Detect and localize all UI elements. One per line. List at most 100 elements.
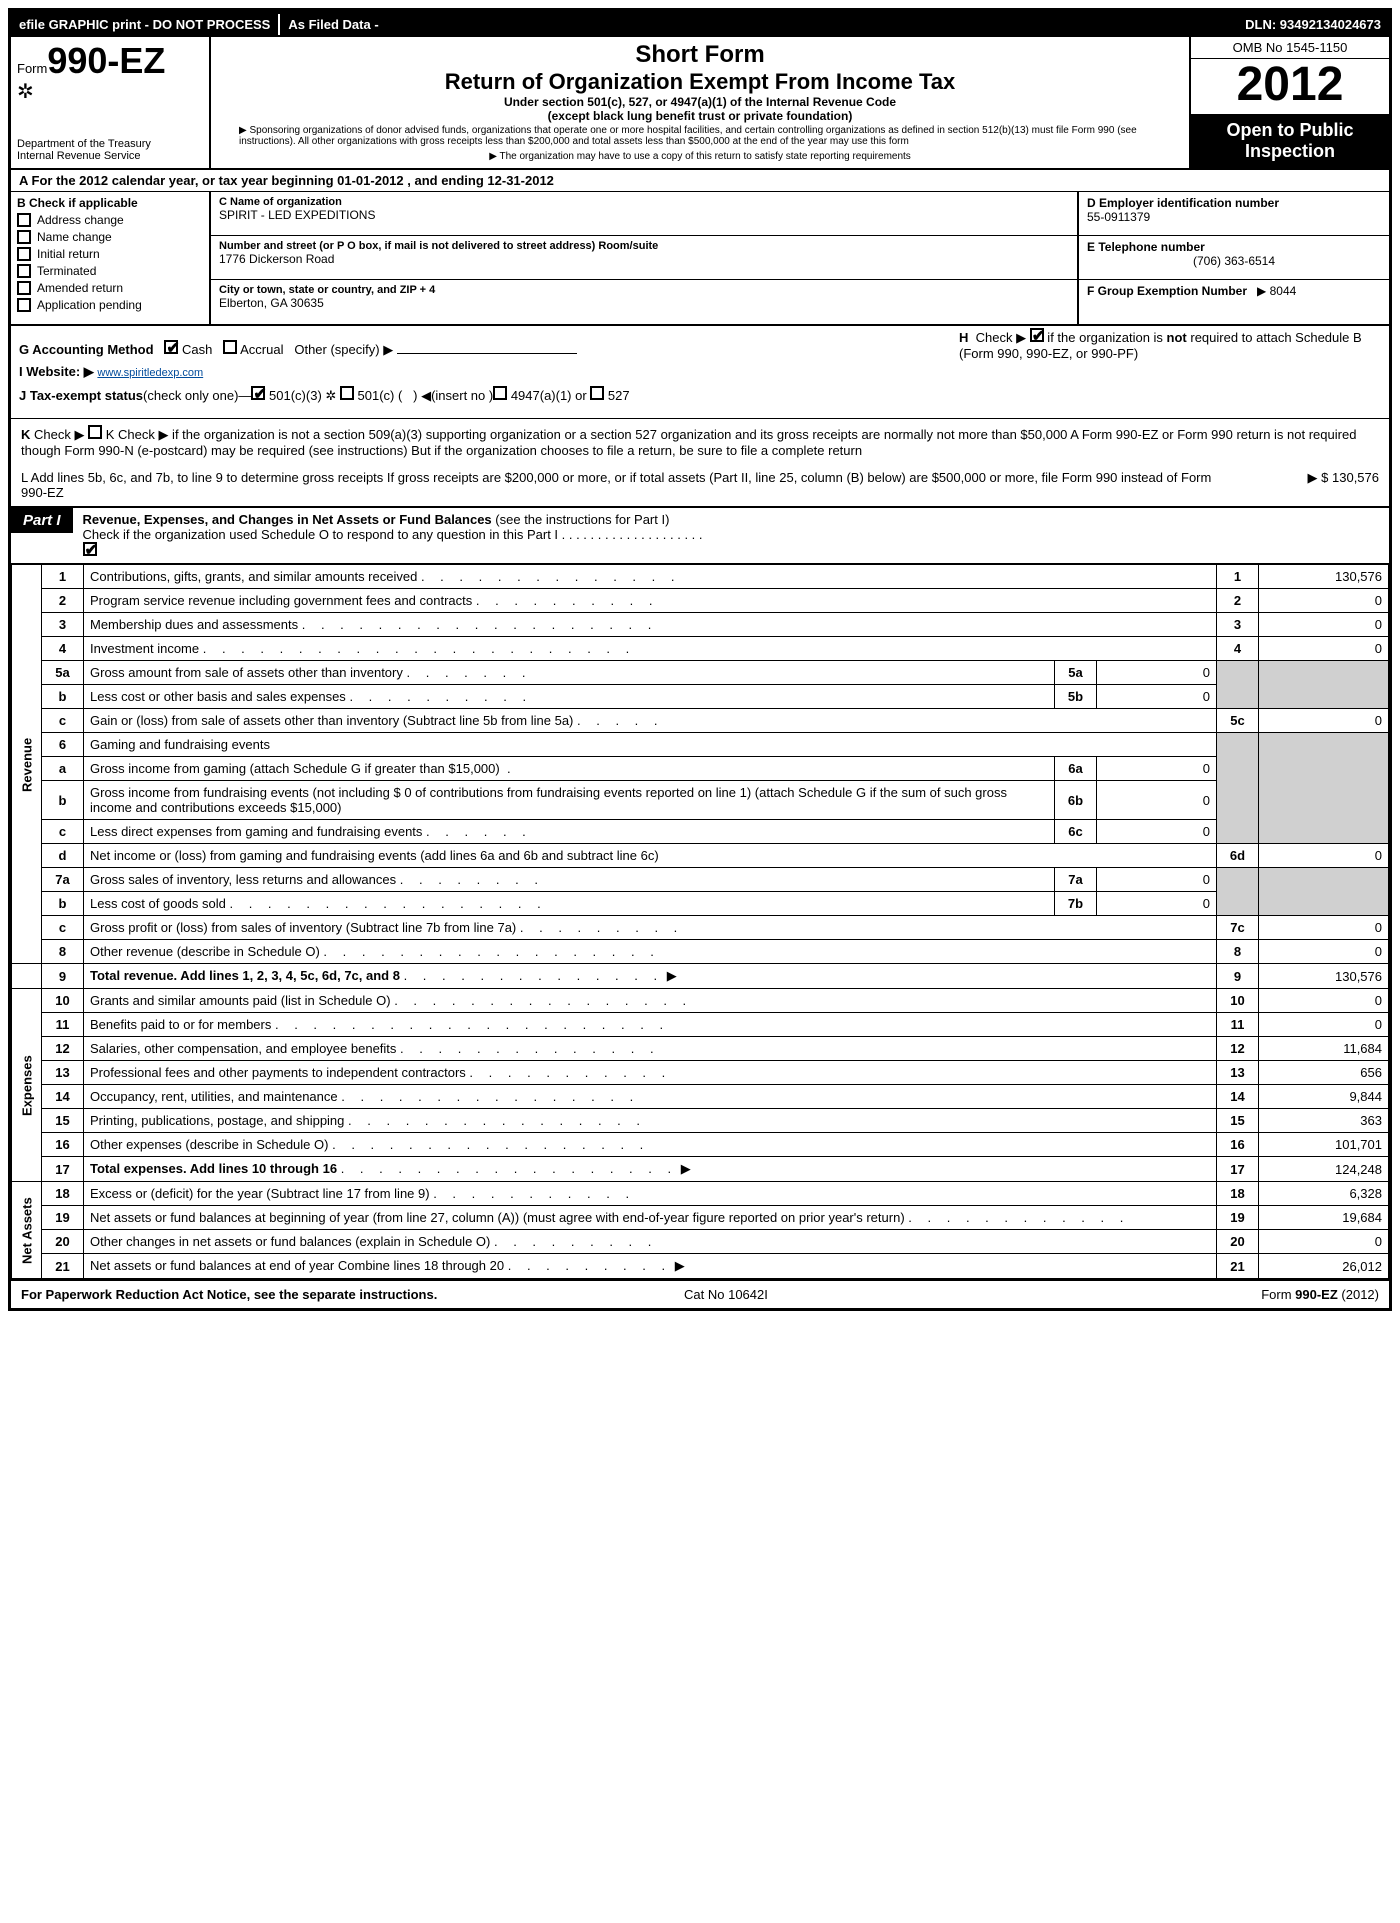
part-1-title: Revenue, Expenses, and Changes in Net As…: [83, 512, 492, 527]
amt-11: 0: [1259, 1013, 1389, 1037]
footer-cat: Cat No 10642I: [684, 1287, 768, 1302]
chk-schedule-o[interactable]: [83, 542, 97, 556]
group-exemption: ▶ 8044: [1257, 284, 1296, 298]
chk-k[interactable]: [88, 425, 102, 439]
amt-7b: 0: [1097, 892, 1217, 916]
website-link[interactable]: www.spiritledexp.com: [97, 367, 203, 379]
section-h: H Check ▶ if the organization is not req…: [959, 328, 1379, 361]
chk-amended[interactable]: [17, 281, 31, 295]
amt-9: 130,576: [1259, 964, 1389, 989]
form-prefix: Form: [17, 61, 47, 76]
amt-20: 0: [1259, 1230, 1389, 1254]
amt-17: 124,248: [1259, 1157, 1389, 1182]
subtitle-except: (except black lung benefit trust or priv…: [219, 109, 1181, 123]
part-1-sub: (see the instructions for Part I): [495, 512, 669, 527]
l-amount: ▶ $ 130,576: [1219, 470, 1379, 500]
c-city-label: City or town, state or country, and ZIP …: [219, 284, 1069, 296]
subtitle-section: Under section 501(c), 527, or 4947(a)(1)…: [219, 95, 1181, 109]
footer-left: For Paperwork Reduction Act Notice, see …: [21, 1287, 437, 1302]
f-label: F Group Exemption Number: [1087, 284, 1247, 298]
topbar-left: efile GRAPHIC print - DO NOT PROCESS: [11, 14, 278, 35]
chk-501c[interactable]: [340, 386, 354, 400]
amt-5b: 0: [1097, 685, 1217, 709]
title-return: Return of Organization Exempt From Incom…: [219, 69, 1181, 95]
side-net-assets: Net Assets: [12, 1182, 42, 1279]
chk-name-change[interactable]: [17, 230, 31, 244]
amt-7a: 0: [1097, 868, 1217, 892]
topbar: efile GRAPHIC print - DO NOT PROCESS As …: [11, 11, 1389, 37]
side-expenses: Expenses: [12, 989, 42, 1182]
amt-19: 19,684: [1259, 1206, 1389, 1230]
amt-6c: 0: [1097, 820, 1217, 844]
omb-number: OMB No 1545-1150: [1191, 37, 1389, 59]
form-990ez: efile GRAPHIC print - DO NOT PROCESS As …: [8, 8, 1392, 1311]
chk-accrual[interactable]: [223, 340, 237, 354]
title-short-form: Short Form: [219, 41, 1181, 69]
open-to-public: Open to Public Inspection: [1191, 114, 1389, 168]
topbar-dln: DLN: 93492134024673: [1237, 14, 1389, 35]
b-title: B Check if applicable: [17, 196, 203, 210]
sections-d-e-f: D Employer identification number 55-0911…: [1079, 192, 1389, 324]
section-a-period: A For the 2012 calendar year, or tax yea…: [11, 170, 1389, 192]
other-method-field[interactable]: [397, 353, 577, 354]
e-label: E Telephone number: [1087, 240, 1381, 254]
amt-14: 9,844: [1259, 1085, 1389, 1109]
fine-print-2: ▶ The organization may have to use a cop…: [219, 149, 1181, 164]
chk-cash[interactable]: [164, 340, 178, 354]
topbar-mid: As Filed Data -: [278, 14, 386, 35]
amt-21: 26,012: [1259, 1254, 1389, 1279]
part-1-check-text: Check if the organization used Schedule …: [83, 527, 703, 542]
section-k: K Check ▶ K Check ▶ if the organization …: [11, 418, 1389, 464]
amt-4: 0: [1259, 637, 1389, 661]
ein: 55-0911379: [1087, 210, 1381, 224]
chk-terminated[interactable]: [17, 264, 31, 278]
amt-18: 6,328: [1259, 1182, 1389, 1206]
amt-10: 0: [1259, 989, 1389, 1013]
side-revenue: Revenue: [12, 565, 42, 964]
header-left: Form990-EZ ✲ Department of the Treasury …: [11, 37, 211, 168]
org-city: Elberton, GA 30635: [219, 296, 1069, 310]
fine-print-1: ▶ Sponsoring organizations of donor advi…: [219, 123, 1181, 149]
amt-6d: 0: [1259, 844, 1389, 868]
header-right: OMB No 1545-1150 2012 Open to Public Ins…: [1189, 37, 1389, 168]
amt-13: 656: [1259, 1061, 1389, 1085]
section-c: C Name of organization SPIRIT - LED EXPE…: [211, 192, 1079, 324]
amt-12: 11,684: [1259, 1037, 1389, 1061]
chk-527[interactable]: [590, 386, 604, 400]
phone: (706) 363-6514: [1087, 254, 1381, 268]
chk-address-change[interactable]: [17, 213, 31, 227]
amt-5c: 0: [1259, 709, 1389, 733]
header-mid: Short Form Return of Organization Exempt…: [211, 37, 1189, 168]
org-name: SPIRIT - LED EXPEDITIONS: [219, 208, 1069, 222]
d-label: D Employer identification number: [1087, 196, 1381, 210]
c-name-label: C Name of organization: [219, 196, 1069, 208]
amt-6b: 0: [1097, 781, 1217, 820]
org-street: 1776 Dickerson Road: [219, 252, 1069, 266]
chk-pending[interactable]: [17, 298, 31, 312]
section-j: J Tax-exempt status(check only one)— 501…: [19, 386, 1381, 404]
irs-logo-icon: ✲: [17, 79, 203, 104]
amt-7c: 0: [1259, 916, 1389, 940]
tax-year: 2012: [1191, 59, 1389, 112]
footer: For Paperwork Reduction Act Notice, see …: [11, 1279, 1389, 1308]
sections-b-through-f: B Check if applicable Address change Nam…: [11, 192, 1389, 326]
sections-g-through-j: H Check ▶ if the organization is not req…: [11, 326, 1389, 418]
chk-4947[interactable]: [493, 386, 507, 400]
lines-table: Revenue 1 Contributions, gifts, grants, …: [11, 564, 1389, 1279]
chk-initial-return[interactable]: [17, 247, 31, 261]
chk-h-schedule-b[interactable]: [1030, 328, 1044, 342]
header: Form990-EZ ✲ Department of the Treasury …: [11, 37, 1389, 170]
amt-5a: 0: [1097, 661, 1217, 685]
part-1-tag: Part I: [11, 508, 73, 533]
amt-3: 0: [1259, 613, 1389, 637]
section-b: B Check if applicable Address change Nam…: [11, 192, 211, 324]
amt-2: 0: [1259, 589, 1389, 613]
section-i: I Website: ▶ www.spiritledexp.com: [19, 364, 1381, 380]
dept-treasury: Department of the Treasury: [17, 138, 203, 150]
c-street-label: Number and street (or P O box, if mail i…: [219, 240, 1069, 252]
amt-6a: 0: [1097, 757, 1217, 781]
section-l: L Add lines 5b, 6c, and 7b, to line 9 to…: [11, 464, 1389, 506]
amt-1: 130,576: [1259, 565, 1389, 589]
amt-15: 363: [1259, 1109, 1389, 1133]
chk-501c3[interactable]: [251, 386, 265, 400]
